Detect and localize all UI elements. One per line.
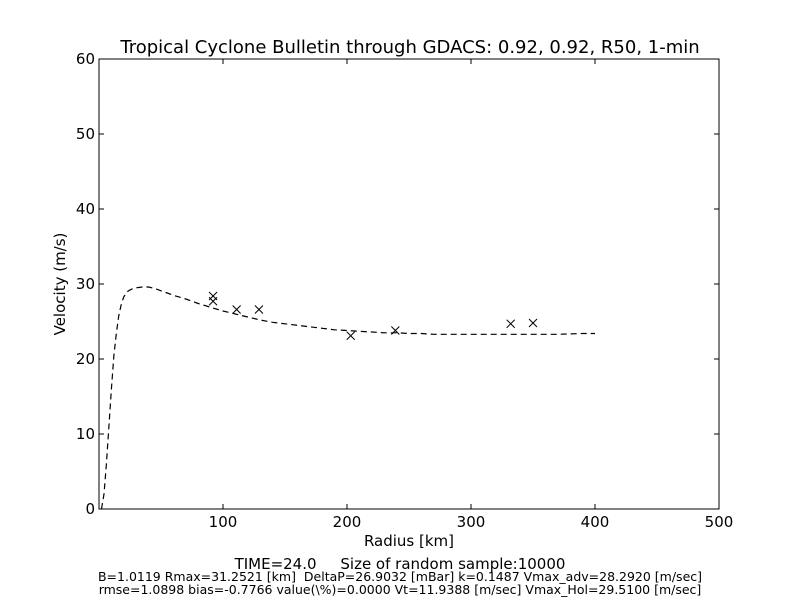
x-tick-label: 300 <box>457 513 486 531</box>
x-tick-label: 100 <box>209 513 238 531</box>
axis-ticks <box>99 58 720 510</box>
observation-marker <box>208 296 218 306</box>
chart: Tropical Cyclone Bulletin through GDACS:… <box>51 37 733 550</box>
model-profile-line <box>100 286 595 510</box>
observation-marker <box>528 318 538 328</box>
observation-marker <box>506 319 516 329</box>
observation-marker <box>254 305 264 314</box>
x-axis-label: Radius [km] <box>364 532 454 550</box>
observation-marker <box>232 305 241 314</box>
plot-area <box>100 286 595 510</box>
x-tick-label: 200 <box>333 513 362 531</box>
y-tick-label: 10 <box>76 425 95 443</box>
footer-time-label: TIME=24.0 Size of random sample:10000 <box>234 555 566 573</box>
y-tick-label: 40 <box>76 200 95 218</box>
footer-params-line1: B=1.0119 Rmax=31.2521 [km] DeltaP=26.903… <box>97 569 703 584</box>
tick-labels: 100 200 300 400 500 0 10 20 30 40 50 60 <box>76 50 733 531</box>
y-tick-label: 50 <box>76 125 95 143</box>
chart-title: Tropical Cyclone Bulletin through GDACS:… <box>119 37 699 58</box>
y-tick-label: 0 <box>85 500 95 518</box>
footer-params-line2: rmse=1.0898 bias=-0.7766 value(\%)=0.000… <box>98 582 702 597</box>
observation-marker <box>346 331 356 341</box>
y-tick-label: 60 <box>76 50 95 68</box>
y-tick-label: 30 <box>76 275 95 293</box>
y-axis-label: Velocity (m/s) <box>51 233 69 336</box>
x-tick-label: 500 <box>705 513 734 531</box>
x-tick-label: 400 <box>581 513 610 531</box>
plot-frame <box>98 58 720 510</box>
observation-marker <box>391 326 400 335</box>
y-tick-label: 20 <box>76 350 95 368</box>
